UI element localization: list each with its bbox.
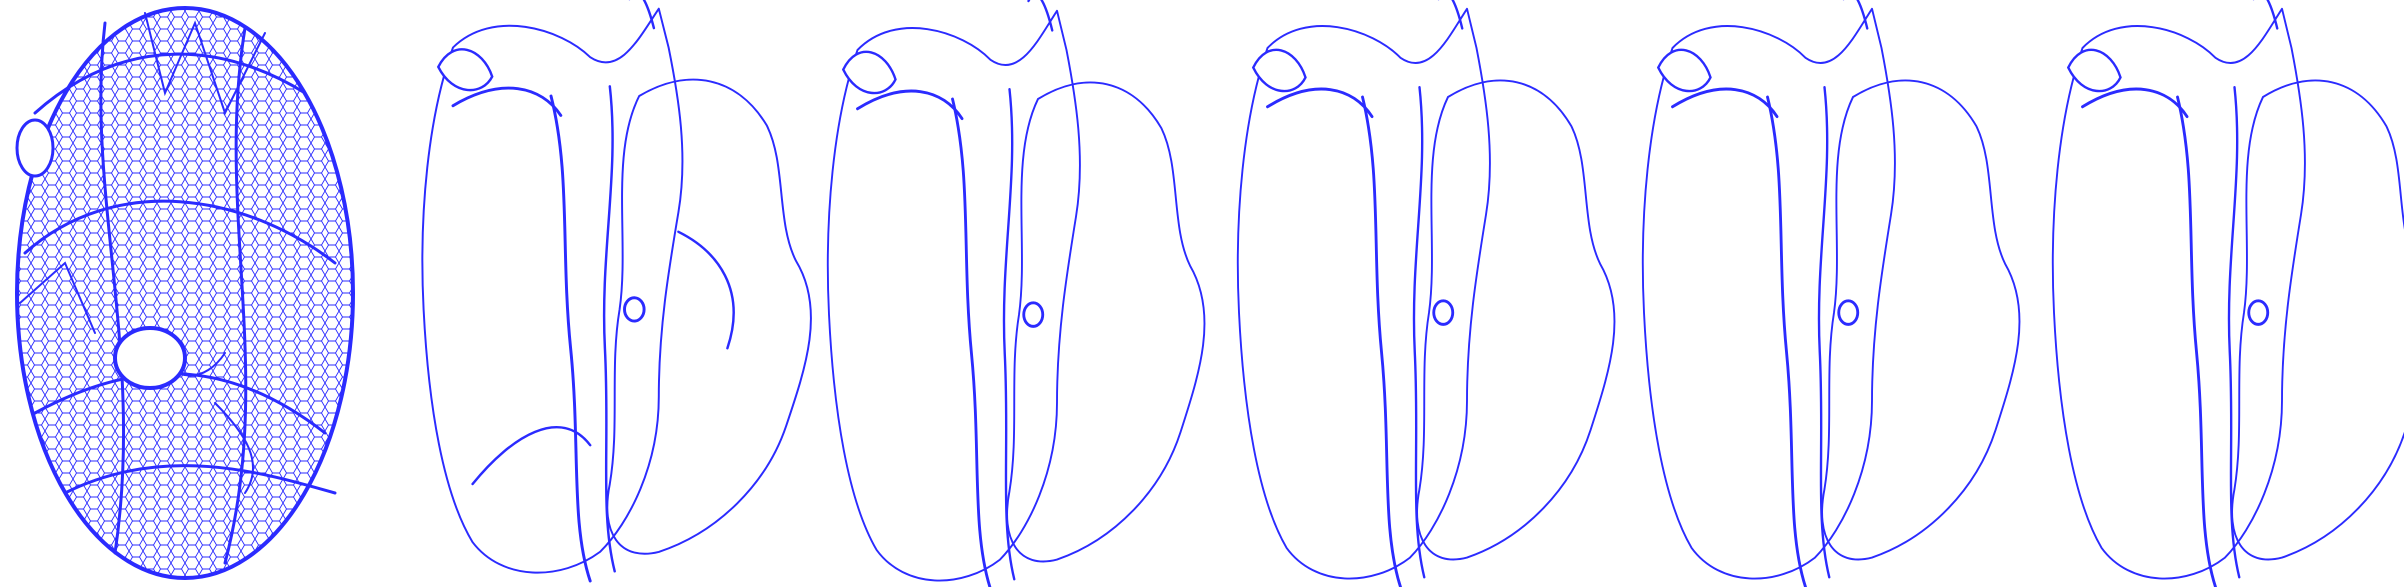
mesh-panel-6 <box>2051 0 2404 587</box>
mesh-panel-4 <box>1236 0 1617 587</box>
mesh-panel-2 <box>420 0 813 583</box>
mesh-panel-3 <box>826 0 1207 587</box>
mesh-panel-1 <box>15 6 355 580</box>
mesh-panel-5 <box>1641 0 2022 587</box>
